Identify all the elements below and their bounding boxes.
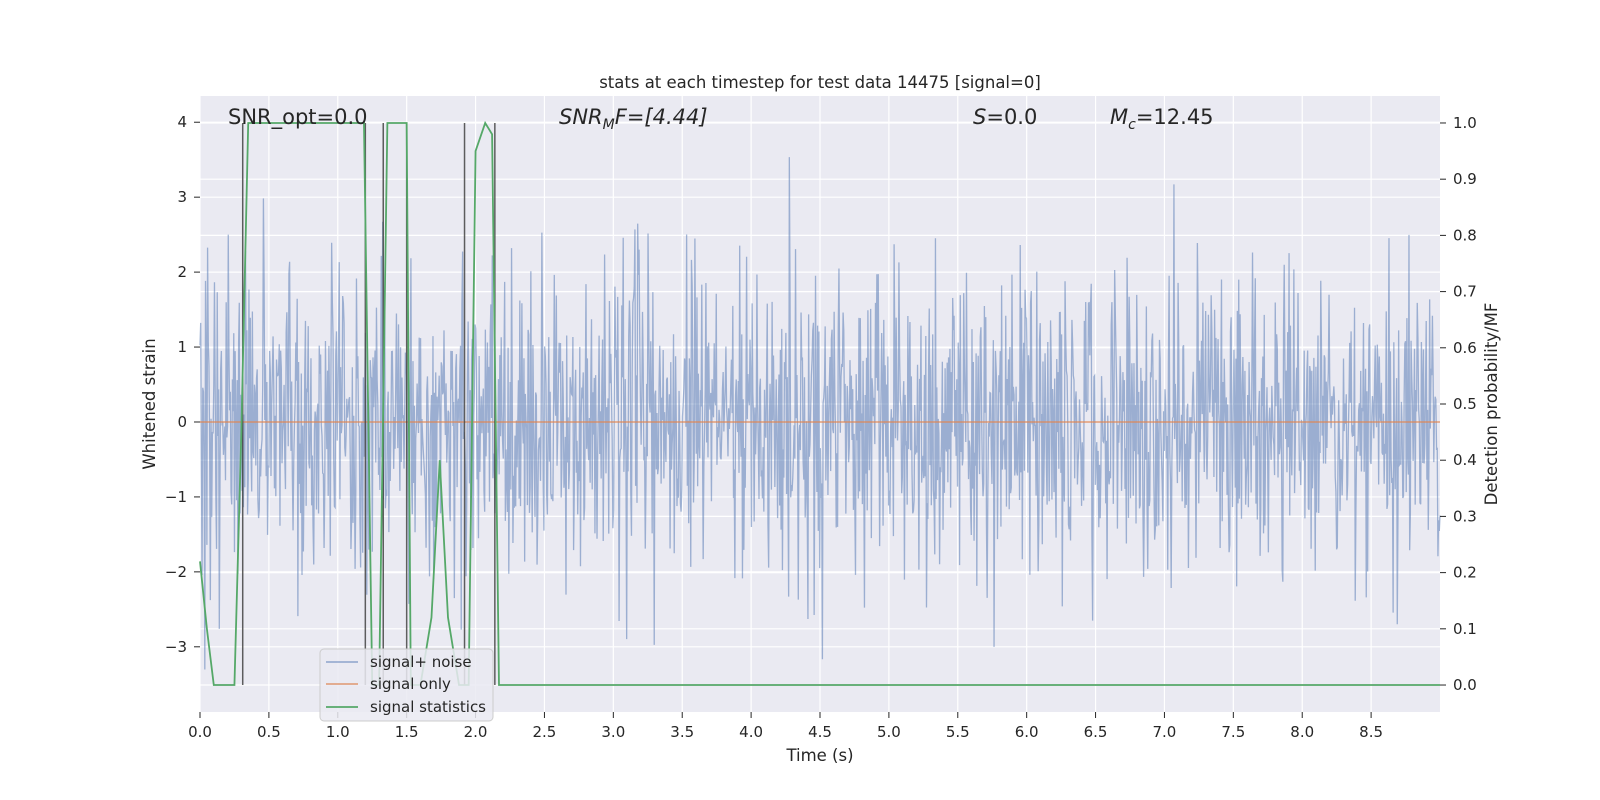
annotation-snr-opt: SNR_opt=0.0 (228, 105, 368, 130)
y-right-tick-label: 0.0 (1453, 676, 1477, 694)
y-tick-label: 3 (177, 188, 187, 206)
y-right-tick-label: 0.8 (1453, 226, 1477, 244)
x-tick-label: 6.5 (1084, 723, 1108, 741)
x-tick-label: 4.5 (808, 723, 832, 741)
x-tick-label: 5.5 (946, 723, 970, 741)
x-tick-label: 0.5 (257, 723, 281, 741)
y-tick-label: 2 (177, 263, 187, 281)
y-right-tick-label: 0.7 (1453, 283, 1477, 301)
y-right-tick-label: 1.0 (1453, 114, 1477, 132)
y-tick-label: 1 (177, 338, 187, 356)
x-tick-label: 8.0 (1290, 723, 1314, 741)
legend: signal+ noise signal only signal statist… (319, 648, 494, 722)
vertical-markers (241, 122, 496, 686)
x-tick-label: 3.0 (601, 723, 625, 741)
y-axis-right-label: Detection probability/MF (1482, 303, 1501, 506)
y-right-tick-label: 0.4 (1453, 451, 1477, 469)
y-ticks: 4 3 2 1 0 −1 −2 −3 (165, 113, 200, 656)
x-tick-label: 0.0 (188, 723, 212, 741)
y-tick-label: −1 (165, 488, 187, 506)
annotation-mc: Mc=12.45 (1110, 105, 1214, 133)
annotation-snr-mf: SNRMF=[4.44] (559, 105, 708, 133)
legend-label-signal-only: signal only (370, 675, 451, 693)
y-axis-label: Whitened strain (140, 338, 159, 469)
y-right-tick-label: 0.3 (1453, 507, 1477, 525)
x-tick-label: 2.0 (464, 723, 488, 741)
legend-label-signal-statistics: signal statistics (370, 698, 486, 716)
y-right-tick-label: 0.2 (1453, 564, 1477, 582)
y-right-tick-label: 0.5 (1453, 395, 1477, 413)
y-tick-label: 4 (177, 113, 187, 131)
y-right-tick-label: 0.1 (1453, 620, 1477, 638)
y-ticks-right: 1.0 0.9 0.8 0.7 0.6 0.5 0.4 0.3 0.2 0.1 0.0 (1440, 114, 1477, 694)
y-tick-label: −2 (165, 563, 187, 581)
x-tick-label: 3.5 (670, 723, 694, 741)
y-right-tick-label: 0.6 (1453, 339, 1477, 357)
x-tick-label: 8.5 (1359, 723, 1383, 741)
annotation-s: S=0.0 (973, 105, 1037, 129)
x-tick-label: 6.0 (1015, 723, 1039, 741)
x-axis-label: Time (s) (785, 746, 853, 765)
y-tick-label: −3 (165, 638, 187, 656)
x-tick-label: 5.0 (877, 723, 901, 741)
legend-box (319, 648, 494, 722)
y-tick-label: 0 (177, 413, 187, 431)
x-tick-label: 1.5 (395, 723, 419, 741)
x-tick-label: 2.5 (533, 723, 557, 741)
chart-title: stats at each timestep for test data 144… (599, 73, 1041, 92)
legend-label-signal-noise: signal+ noise (370, 653, 472, 671)
y-right-tick-label: 0.9 (1453, 170, 1477, 188)
x-ticks: 0.0 0.5 1.0 1.5 2.0 2.5 3.0 3.5 4.0 4.5 5.0 5.5 6.0 6… (188, 712, 1383, 741)
x-tick-label: 1.0 (326, 723, 350, 741)
x-tick-label: 4.0 (739, 723, 763, 741)
x-tick-label: 7.0 (1153, 723, 1177, 741)
x-tick-label: 7.5 (1221, 723, 1245, 741)
